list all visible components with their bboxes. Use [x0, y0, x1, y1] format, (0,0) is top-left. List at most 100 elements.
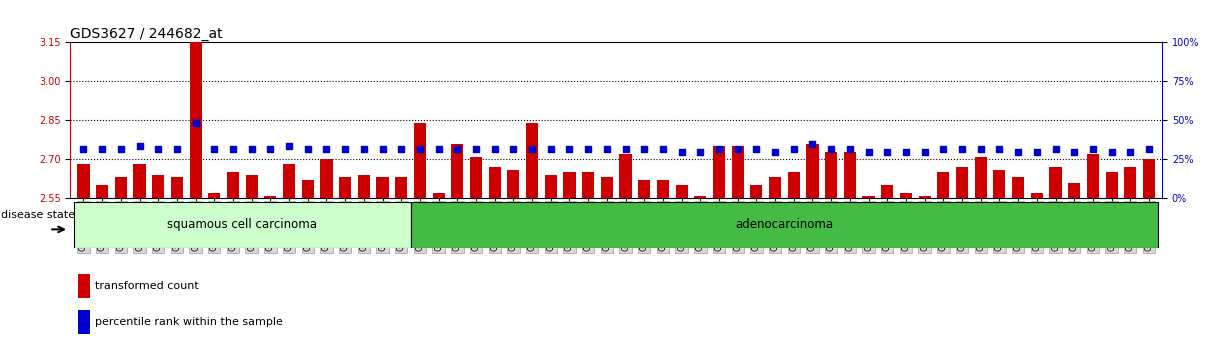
Bar	[1012, 177, 1024, 198]
Point	[1101, 149, 1121, 154]
Point	[654, 146, 673, 152]
Bar	[918, 196, 930, 198]
Point	[223, 146, 243, 152]
Point	[747, 146, 767, 152]
Point	[634, 146, 654, 152]
Bar	[227, 172, 239, 198]
Text: transformed count: transformed count	[95, 281, 199, 291]
Bar	[469, 157, 482, 198]
Bar	[340, 177, 352, 198]
Point	[803, 141, 822, 147]
Bar	[1049, 167, 1061, 198]
Point	[579, 146, 598, 152]
Bar	[433, 193, 445, 198]
Bar	[189, 24, 201, 198]
Bar	[1087, 154, 1099, 198]
Bar	[751, 185, 763, 198]
Point	[167, 146, 187, 152]
Point	[934, 146, 953, 152]
Bar	[676, 185, 688, 198]
Point	[485, 146, 505, 152]
Point	[765, 149, 785, 154]
Bar	[638, 180, 650, 198]
Point	[448, 146, 467, 152]
Bar	[489, 167, 501, 198]
Point	[130, 143, 149, 149]
Bar	[133, 165, 146, 198]
Point	[503, 146, 523, 152]
Point	[710, 146, 729, 152]
Bar	[881, 185, 893, 198]
Bar	[807, 144, 819, 198]
Point	[877, 149, 896, 154]
Bar	[74, 202, 410, 248]
Bar	[900, 193, 912, 198]
Point	[112, 146, 131, 152]
Text: percentile rank within the sample: percentile rank within the sample	[95, 317, 283, 327]
Point	[298, 146, 318, 152]
Point	[616, 146, 636, 152]
Point	[728, 146, 747, 152]
Text: squamous cell carcinoma: squamous cell carcinoma	[167, 218, 318, 231]
Bar	[844, 152, 856, 198]
Point	[354, 146, 374, 152]
Bar	[410, 202, 1158, 248]
Point	[410, 146, 429, 152]
Bar	[825, 152, 837, 198]
Point	[672, 149, 691, 154]
Bar	[769, 177, 781, 198]
Point	[317, 146, 336, 152]
Bar	[152, 175, 164, 198]
Point	[896, 149, 916, 154]
Point	[1121, 149, 1140, 154]
Point	[821, 146, 841, 152]
Point	[784, 146, 803, 152]
Text: adenocarcinoma: adenocarcinoma	[735, 218, 833, 231]
Point	[429, 146, 449, 152]
Point	[597, 146, 616, 152]
Point	[92, 146, 112, 152]
Point	[859, 149, 878, 154]
Point	[952, 146, 972, 152]
Bar	[414, 123, 426, 198]
Bar	[358, 175, 370, 198]
Point	[1065, 149, 1084, 154]
Point	[261, 146, 280, 152]
Bar	[862, 196, 875, 198]
Bar	[507, 170, 519, 198]
Point	[372, 146, 392, 152]
Bar	[78, 274, 90, 298]
Bar	[78, 310, 90, 334]
Point	[1027, 149, 1047, 154]
Bar	[171, 177, 183, 198]
Bar	[563, 172, 575, 198]
Point	[466, 146, 485, 152]
Bar	[209, 193, 221, 198]
Bar	[1143, 159, 1155, 198]
Text: disease state: disease state	[1, 210, 75, 220]
Point	[559, 146, 579, 152]
Bar	[694, 196, 706, 198]
Point	[392, 146, 411, 152]
Bar	[526, 123, 539, 198]
Point	[915, 149, 934, 154]
Point	[148, 146, 167, 152]
Bar	[302, 180, 314, 198]
Bar	[975, 157, 987, 198]
Point	[541, 146, 560, 152]
Bar	[956, 167, 968, 198]
Bar	[713, 146, 725, 198]
Point	[690, 149, 710, 154]
Bar	[787, 172, 799, 198]
Point	[279, 143, 298, 149]
Bar	[115, 177, 127, 198]
Bar	[1124, 167, 1137, 198]
Bar	[451, 144, 463, 198]
Bar	[283, 165, 295, 198]
Bar	[264, 196, 277, 198]
Point	[241, 146, 261, 152]
Bar	[938, 172, 950, 198]
Bar	[657, 180, 670, 198]
Bar	[582, 172, 594, 198]
Bar	[545, 175, 557, 198]
